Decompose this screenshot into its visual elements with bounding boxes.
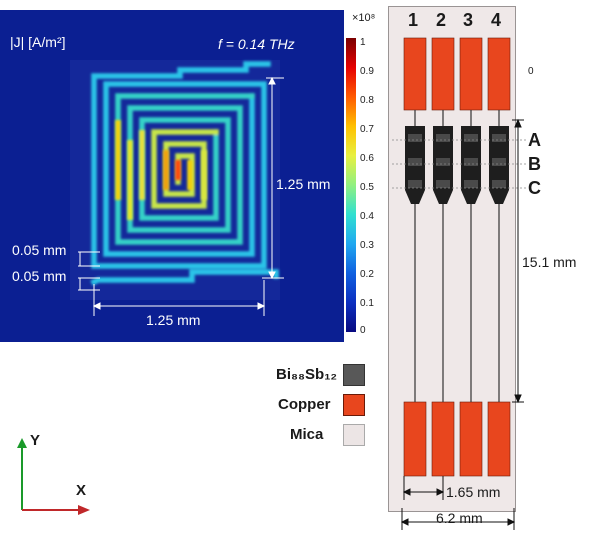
y-axis-label: Y <box>30 432 41 449</box>
frequency-label: f = 0.14 THz <box>218 36 295 52</box>
channel-label-3: 3 <box>463 10 474 30</box>
spiral-trace-mid <box>115 93 255 245</box>
copper-pad-bottom-2 <box>431 401 455 477</box>
section-label-c: C <box>528 178 541 198</box>
colorbar-tick: 0.9 <box>360 66 374 77</box>
copper-pad-top-4 <box>487 37 511 111</box>
legend-label-mica: Mica <box>290 426 324 443</box>
colorbar <box>346 38 356 332</box>
copper-pad-top-1 <box>403 37 427 111</box>
width-dimension-label: 6.2 mm <box>436 510 483 526</box>
colorbar-tick: 0.7 <box>360 124 374 135</box>
colorbar-tick: 0.2 <box>360 269 374 280</box>
copper-pad-top-3 <box>459 37 483 111</box>
copper-pad-bottom-4 <box>487 401 511 477</box>
legend-swatch-mica <box>343 424 365 446</box>
colorbar-tick: 0.3 <box>360 240 374 251</box>
line-width-label: 0.05 mm <box>12 242 67 258</box>
legend-swatch-copper <box>343 394 365 416</box>
legend-label-bisb: Bi₈₈Sb₁₂ <box>276 366 338 383</box>
x-axis-label: X <box>76 482 87 499</box>
copper-pad-bottom-1 <box>403 401 427 477</box>
colorbar-tick: 0.6 <box>360 153 374 164</box>
colorbar-tick: 0.8 <box>360 95 374 106</box>
spiral-current-map <box>70 60 284 316</box>
width-dimension-label: 1.25 mm <box>146 312 201 328</box>
copper-pad-top-2 <box>431 37 455 111</box>
channel-label-4: 4 <box>491 10 502 30</box>
quantity-label: |J| [A/m²] <box>10 34 66 50</box>
colorbar-tick: 1 <box>360 37 366 48</box>
colorbar-tick: 0.4 <box>360 211 374 222</box>
axes-indicator <box>17 438 90 515</box>
colorbar-exponent: ×10⁸ <box>352 12 376 24</box>
legend-label-copper: Copper <box>278 396 331 413</box>
device-schematic <box>392 37 528 530</box>
copper-pad-bottom-3 <box>459 401 483 477</box>
section-label-b: B <box>528 154 541 174</box>
channel-label-2: 2 <box>436 10 447 30</box>
section-label-a: A <box>528 130 541 150</box>
pitch-dimension-label: 1.65 mm <box>446 484 501 500</box>
length-dimension-label: 15.1 mm <box>522 254 577 270</box>
colorbar-ticks: 1 0.9 0.8 0.7 0.6 0.5 0.4 0.3 0.2 0.1 0 <box>360 38 386 338</box>
height-dimension-label: 1.25 mm <box>276 176 331 192</box>
colorbar-tick: 0.5 <box>360 182 374 193</box>
colorbar-tick: 0 <box>360 325 366 336</box>
legend-swatch-bisb <box>343 364 365 386</box>
spiral-trace-lead <box>90 269 279 286</box>
channel-label-1: 1 <box>408 10 419 30</box>
spiral-trace-inner <box>151 129 219 209</box>
side-mark: 0 <box>528 66 534 77</box>
gap-label: 0.05 mm <box>12 268 67 284</box>
colorbar-tick: 0.1 <box>360 298 374 309</box>
